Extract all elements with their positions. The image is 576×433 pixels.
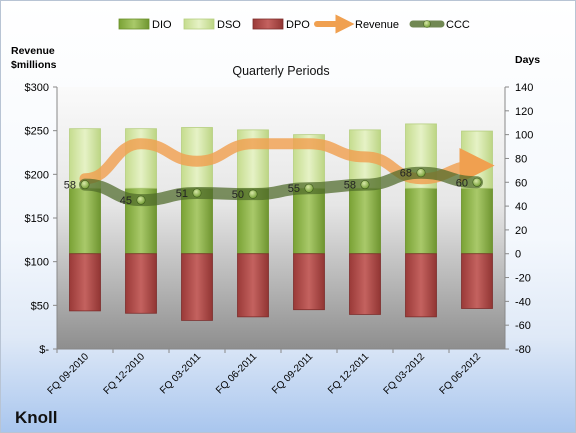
lines-layer: 58 45 51 50 55 58 68 60 bbox=[64, 138, 495, 207]
right-axis-tick-label: -40 bbox=[515, 296, 531, 308]
plot-area bbox=[57, 87, 505, 349]
ccc-data-label: 45 bbox=[120, 195, 132, 207]
bar-dio bbox=[349, 187, 381, 255]
ccc-data-label: 50 bbox=[232, 189, 244, 201]
ccc-data-label: 58 bbox=[344, 180, 356, 192]
legend-label: DSO bbox=[217, 19, 241, 31]
x-axis-tick-label: FQ 06-2011 bbox=[214, 351, 259, 396]
legend-label: DPO bbox=[286, 19, 310, 31]
ccc-point bbox=[248, 189, 258, 199]
left-axis-tick-label: $100 bbox=[25, 257, 49, 269]
bar-dio bbox=[405, 187, 437, 255]
x-axis-tick-label: FQ 03-2011 bbox=[158, 351, 203, 396]
left-axis-tick-label: $300 bbox=[25, 82, 49, 94]
legend-label: CCC bbox=[446, 19, 470, 31]
left-axis-label-line2: $millions bbox=[11, 59, 57, 71]
left-axis-tick-label: $150 bbox=[25, 213, 49, 225]
x-axis-tick-label: FQ 03-2012 bbox=[382, 351, 428, 397]
legend-label: DIO bbox=[152, 19, 172, 31]
right-axis-tick-label: -20 bbox=[515, 273, 531, 285]
bar-dio bbox=[293, 187, 325, 255]
ccc-point bbox=[416, 168, 426, 178]
right-axis-tick-label: -60 bbox=[515, 320, 531, 332]
ccc-point bbox=[192, 188, 202, 198]
legend-swatch-dpo bbox=[252, 18, 284, 30]
right-axis-label: Days bbox=[515, 54, 540, 66]
company-name: Knoll bbox=[15, 408, 58, 427]
left-axis-tick-label: $200 bbox=[25, 169, 49, 181]
ccc-point bbox=[136, 195, 146, 205]
right-axis-tick-label: 20 bbox=[515, 225, 527, 237]
left-axis-label-line1: Revenue bbox=[11, 45, 55, 57]
bar-dpo bbox=[125, 253, 157, 314]
x-axis-tick-label: FQ 09-2010 bbox=[46, 351, 92, 397]
ccc-point bbox=[304, 183, 314, 193]
right-axis-tick-label: 100 bbox=[515, 130, 533, 142]
ccc-data-label: 55 bbox=[288, 183, 300, 195]
legend-label: Revenue bbox=[355, 19, 399, 31]
ccc-point bbox=[360, 180, 370, 190]
legend-swatch-dso bbox=[183, 18, 215, 30]
ccc-point bbox=[472, 177, 482, 187]
chart-title: Quarterly Periods bbox=[232, 64, 329, 78]
legend-ccc-dot bbox=[423, 20, 431, 28]
left-axis-tick-label: $- bbox=[39, 344, 49, 356]
right-axis-tick-label: 80 bbox=[515, 153, 527, 165]
legend: DIO DSO DPO Revenue CCC bbox=[118, 14, 470, 34]
x-axis-tick-label: FQ 06-2012 bbox=[438, 351, 484, 397]
x-axis-tick-label: FQ 09-2011 bbox=[270, 351, 315, 396]
ccc-data-label: 60 bbox=[456, 177, 468, 189]
bar-dpo bbox=[461, 253, 493, 309]
bar-dpo bbox=[405, 253, 437, 318]
left-axis-tick-label: $50 bbox=[31, 300, 49, 312]
bar-dso bbox=[125, 128, 157, 189]
ccc-data-label: 68 bbox=[400, 168, 412, 180]
ccc-data-label: 58 bbox=[64, 180, 76, 192]
right-axis-tick-label: -80 bbox=[515, 344, 531, 356]
left-axis-tick-label: $250 bbox=[25, 126, 49, 138]
right-axis-tick-label: 60 bbox=[515, 177, 527, 189]
bar-dpo bbox=[293, 253, 325, 311]
bar-dpo bbox=[181, 253, 213, 321]
bar-dio bbox=[461, 187, 493, 255]
ccc-point bbox=[80, 180, 90, 190]
bars-layer bbox=[69, 123, 493, 321]
x-axis-tick-label: FQ 12-2011 bbox=[326, 351, 371, 396]
right-axis-tick-label: 140 bbox=[515, 82, 533, 94]
right-axis-tick-label: 120 bbox=[515, 106, 533, 118]
ccc-data-label: 51 bbox=[176, 188, 188, 200]
bar-dpo bbox=[237, 253, 269, 318]
bar-dpo bbox=[69, 253, 101, 312]
right-axis-tick-label: 40 bbox=[515, 201, 527, 213]
legend-swatch-dio bbox=[118, 18, 150, 30]
right-axis-tick-label: 0 bbox=[515, 249, 521, 261]
bar-dpo bbox=[349, 253, 381, 315]
bar-dio bbox=[69, 187, 101, 255]
x-axis-tick-label: FQ 12-2010 bbox=[102, 351, 148, 397]
